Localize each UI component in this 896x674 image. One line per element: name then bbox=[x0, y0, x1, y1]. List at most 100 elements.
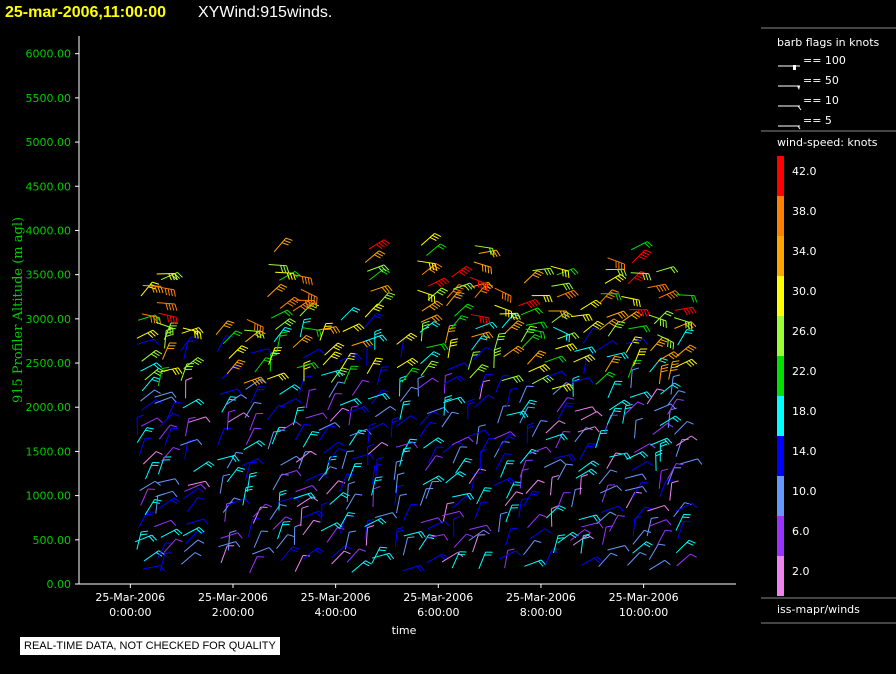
x-tick-date: 25-Mar-2006 bbox=[198, 591, 268, 604]
wind-barb-feather bbox=[497, 338, 505, 341]
wind-barb-feather bbox=[174, 303, 178, 311]
wind-barb bbox=[480, 437, 490, 455]
wind-barb-feather bbox=[310, 363, 316, 370]
wind-barb-feather bbox=[688, 539, 696, 544]
wind-barb bbox=[469, 524, 487, 531]
wind-barb-feather bbox=[374, 479, 382, 482]
wind-barb-feather bbox=[517, 345, 525, 351]
wind-barb-feather bbox=[593, 557, 600, 564]
wind-barb-feather bbox=[515, 376, 521, 383]
wind-barb-feather bbox=[537, 352, 545, 357]
wind-barb-feather bbox=[667, 339, 669, 347]
wind-barb-feather bbox=[491, 321, 498, 328]
wind-barb bbox=[441, 411, 453, 428]
wind-barb-feather bbox=[637, 401, 645, 406]
wind-barb-feather bbox=[641, 481, 649, 484]
wind-barb-feather bbox=[463, 267, 471, 273]
wind-barb bbox=[479, 381, 484, 400]
wind-barb bbox=[582, 328, 594, 344]
wind-barb-feather bbox=[617, 312, 623, 319]
wind-barb bbox=[305, 472, 323, 482]
wind-barb bbox=[649, 559, 666, 571]
wind-barb-feather bbox=[672, 360, 680, 363]
wind-barb bbox=[476, 426, 480, 445]
wind-barb-feather bbox=[223, 324, 231, 329]
wind-barb-feather bbox=[635, 336, 643, 339]
y-tick-label: 2000.00 bbox=[26, 401, 72, 414]
wind-barb bbox=[504, 550, 509, 569]
wind-barb-feather bbox=[428, 262, 432, 270]
wind-barb bbox=[245, 428, 255, 445]
wind-barb bbox=[478, 551, 487, 570]
wind-barb bbox=[181, 552, 196, 565]
wind-barb-feather bbox=[618, 505, 624, 512]
wind-barb-feather bbox=[322, 412, 328, 419]
wind-barb-feather bbox=[428, 268, 436, 274]
wind-barb bbox=[519, 406, 529, 424]
wind-barb bbox=[364, 313, 377, 328]
wind-barb bbox=[680, 458, 698, 465]
wind-barb-feather bbox=[232, 366, 240, 370]
wind-barb bbox=[419, 422, 431, 438]
wind-barb-feather bbox=[197, 497, 205, 500]
wind-barb-feather bbox=[307, 300, 312, 308]
wind-barb bbox=[394, 486, 398, 505]
wind-barb-feather bbox=[303, 554, 311, 557]
header-timestamp: 25-mar-2006,11:00:00 bbox=[5, 4, 166, 21]
wind-barb-feather bbox=[141, 530, 149, 533]
wind-barb-feather bbox=[665, 519, 672, 526]
wind-barb bbox=[674, 421, 688, 435]
wind-barb-feather bbox=[517, 312, 521, 320]
wind-barb bbox=[329, 407, 343, 422]
barb-key-label: == 5 bbox=[803, 114, 832, 127]
wind-barb-feather bbox=[526, 302, 533, 309]
wind-barb-feather bbox=[676, 398, 684, 401]
wind-barb bbox=[607, 381, 616, 398]
wind-barb-feather bbox=[353, 399, 360, 406]
wind-barb bbox=[531, 420, 542, 437]
wind-barb bbox=[596, 511, 611, 525]
wind-barb-feather bbox=[641, 473, 647, 480]
wind-barb-feather bbox=[164, 288, 168, 296]
wind-barb-feather bbox=[297, 406, 305, 409]
wind-barb bbox=[669, 482, 673, 501]
wind-barb-feather bbox=[355, 324, 362, 331]
wind-barb-feather bbox=[196, 331, 199, 339]
wind-barb-feather bbox=[383, 264, 390, 271]
wind-barb-feather bbox=[623, 352, 629, 359]
wind-barb bbox=[595, 371, 610, 385]
wind-barb-feather bbox=[447, 502, 455, 505]
wind-barb-feather bbox=[330, 355, 338, 360]
y-ticks: 0.00 500.00 1000.00 1500.00 2000.00 2500.00 30… bbox=[26, 48, 79, 591]
wind-barb bbox=[252, 503, 266, 518]
wind-barb-feather bbox=[617, 515, 625, 517]
wind-barb-feather bbox=[648, 273, 652, 281]
wind-barb-feather bbox=[551, 474, 559, 478]
wind-barb bbox=[505, 528, 512, 547]
wind-barb-feather bbox=[584, 356, 590, 363]
wind-barb-feather bbox=[443, 343, 449, 350]
wind-barb-feather bbox=[169, 315, 172, 323]
wind-barb bbox=[142, 451, 157, 465]
wind-barb bbox=[571, 489, 576, 508]
wind-barb-feather bbox=[484, 285, 492, 289]
wind-barb-feather bbox=[640, 253, 648, 258]
wind-barb bbox=[349, 428, 367, 437]
wind-barb-feather bbox=[642, 325, 648, 333]
wind-barb-feather bbox=[369, 422, 377, 426]
wind-barb-feather bbox=[587, 534, 594, 540]
wind-barb bbox=[556, 492, 565, 510]
wind-barb bbox=[298, 451, 306, 469]
wind-barb-feather bbox=[513, 324, 521, 329]
wind-barb-feather bbox=[312, 431, 320, 434]
speed-bin-label: 18.0 bbox=[792, 405, 817, 418]
wind-barb-feather bbox=[670, 352, 677, 358]
wind-barb-feather bbox=[639, 551, 647, 556]
wind-barb-feather bbox=[416, 565, 422, 573]
wind-barb-feather bbox=[147, 511, 155, 513]
wind-barb-feather bbox=[154, 480, 161, 486]
legend-source: iss-mapr/winds bbox=[777, 603, 860, 616]
wind-barb-feather bbox=[196, 439, 203, 446]
wind-barb-feather bbox=[616, 323, 624, 326]
wind-barb-feather bbox=[535, 299, 541, 306]
